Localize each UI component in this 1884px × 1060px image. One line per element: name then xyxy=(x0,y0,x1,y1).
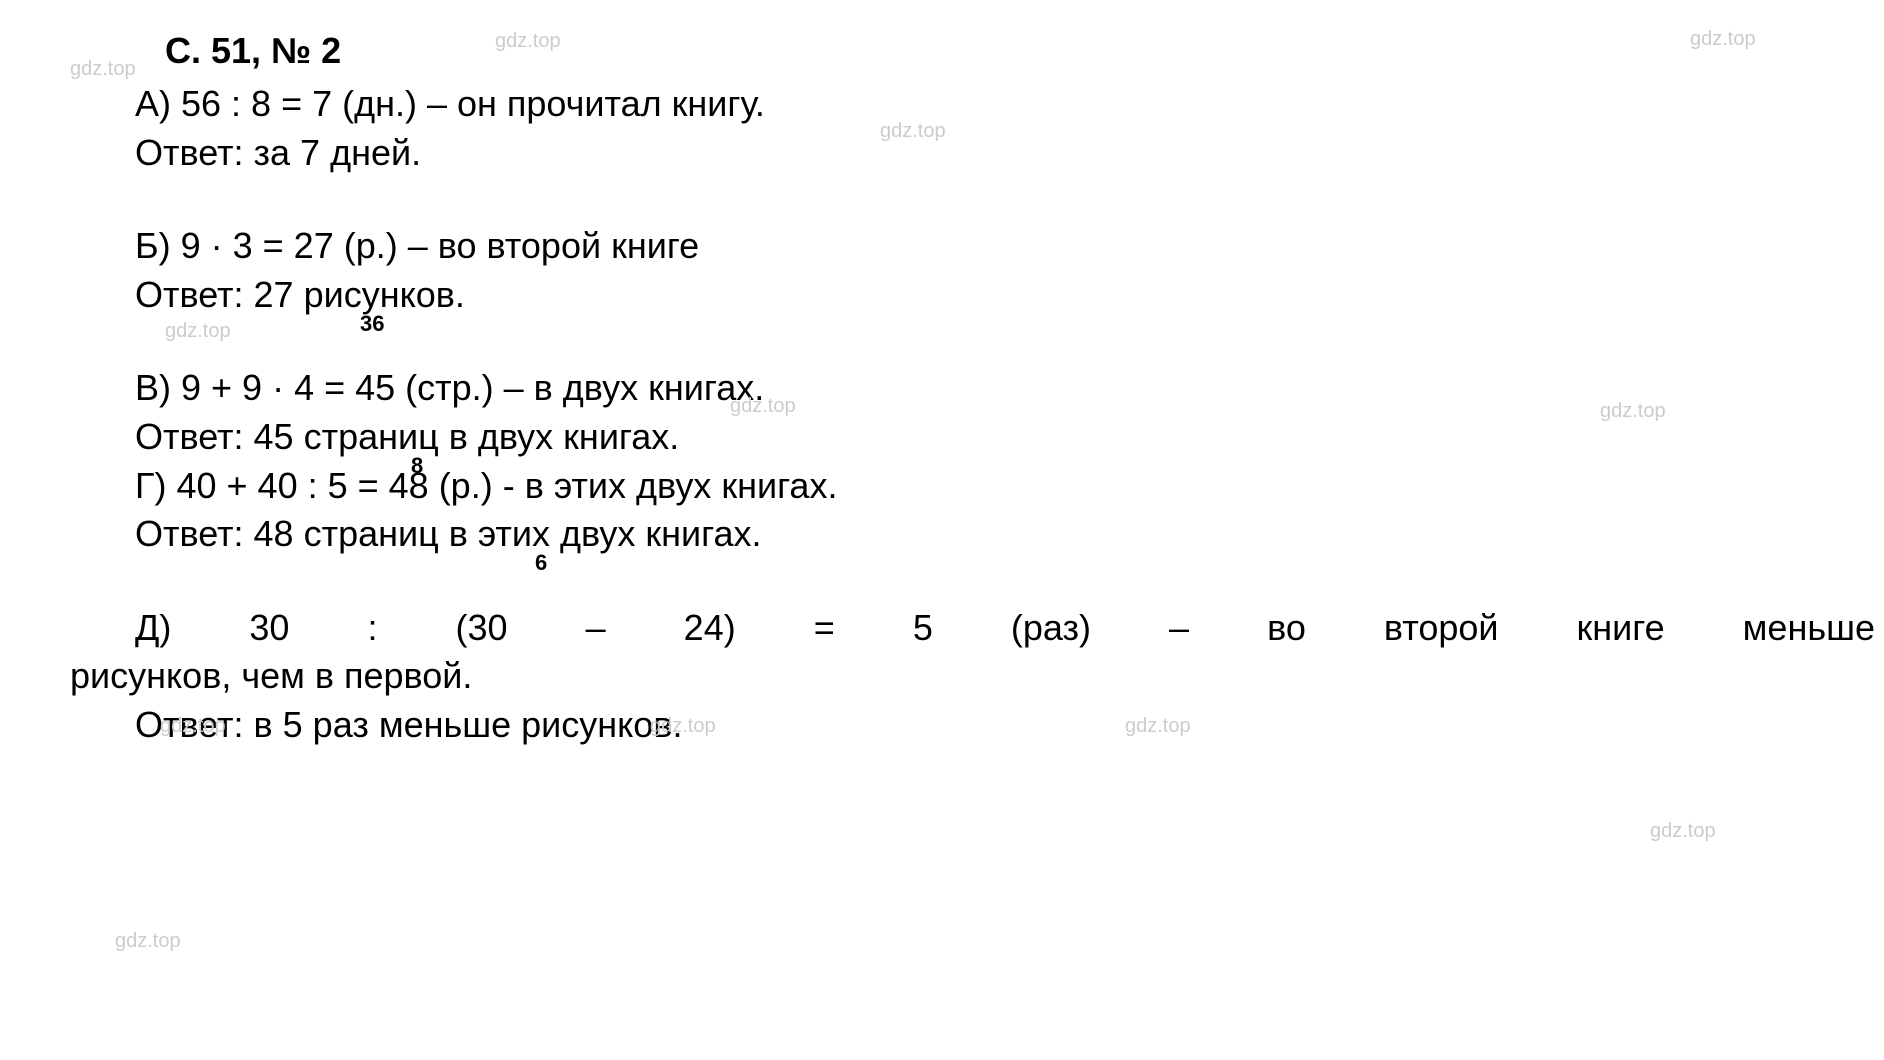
problem-d-line2: рисунков, чем в первой. xyxy=(70,652,1814,701)
problem-b-equation: Б) 9 · 3 = 27 (р.) – во второй книге xyxy=(135,222,1814,271)
superscript-36: 36 xyxy=(360,309,384,339)
problem-g-equation: Г) 40 + 40 : 5 = 48 (р.) - в этих двух к… xyxy=(135,462,1814,511)
problem-g-answer: Ответ: 48 страниц в этих двух книгах.6 xyxy=(135,510,1814,559)
problem-a-equation: А) 56 : 8 = 7 (дн.) – он прочитал книгу. xyxy=(135,80,1814,129)
page-title: С. 51, № 2 xyxy=(165,30,1814,72)
superscript-6: 6 xyxy=(535,548,547,578)
document-content: С. 51, № 2 А) 56 : 8 = 7 (дн.) – он проч… xyxy=(70,30,1814,750)
problem-d-line1: Д) 30 : (30 – 24) = 5 (раз) – во второй … xyxy=(135,604,1875,653)
problem-d-answer: Ответ: в 5 раз меньше рисунков. xyxy=(135,701,1814,750)
watermark-text: gdz.top xyxy=(115,930,181,953)
problem-v-answer: Ответ: 45 страниц в двух книгах.8 xyxy=(135,413,1814,462)
problem-v-equation: В) 9 + 9 · 4 = 45 (стр.) – в двух книгах… xyxy=(135,364,1814,413)
problem-a-answer: Ответ: за 7 дней. xyxy=(135,129,1814,178)
problem-b-answer: Ответ: 27 рисунков.36 xyxy=(135,271,1814,320)
watermark-text: gdz.top xyxy=(1650,820,1716,843)
